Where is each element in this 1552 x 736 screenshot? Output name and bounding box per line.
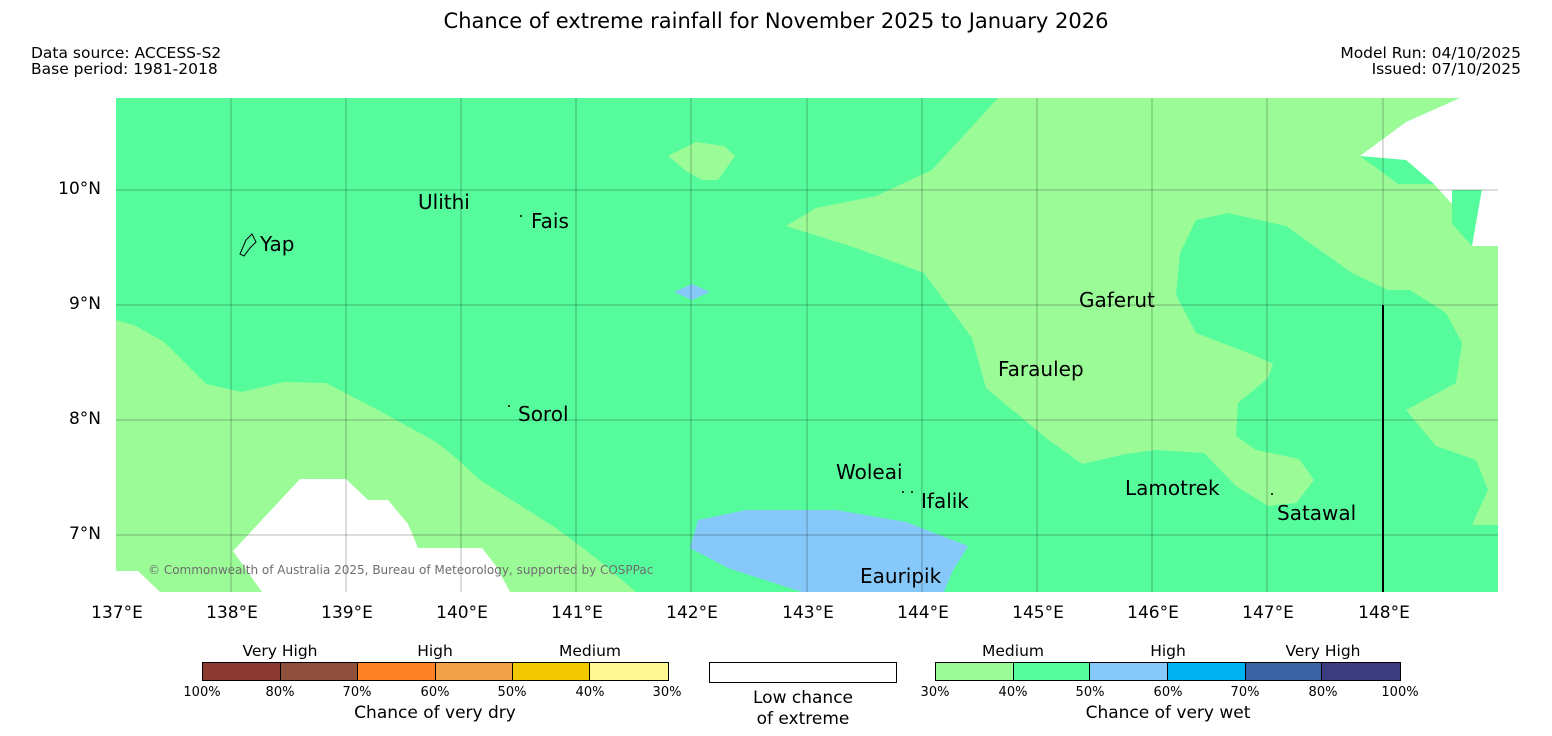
region-30-40-wet-northeast <box>786 98 1498 525</box>
place-label-lamotrek: Lamotrek <box>1125 476 1220 500</box>
issued-text: Issued: 07/10/2025 <box>1371 60 1521 78</box>
wet-category-very-high: Very High <box>1285 642 1361 660</box>
lon-label-146e: 146°E <box>1127 603 1179 623</box>
low-chance-swatch <box>709 662 897 683</box>
wet-tick-80: 80% <box>1308 685 1338 700</box>
lat-label-10n: 10°N <box>58 179 101 199</box>
dry-tick-80: 80% <box>265 685 295 700</box>
sorol-island <box>508 405 510 407</box>
low-chance-southwest <box>233 479 510 592</box>
lon-label-148e: 148°E <box>1358 603 1410 623</box>
lon-label-141e: 141°E <box>551 603 603 623</box>
dry-swatch-80-100 <box>203 663 281 680</box>
wet-tick-70: 70% <box>1230 685 1260 700</box>
source-info: Data source: ACCESS-S2 Base period: 1981… <box>31 45 221 77</box>
forecast-map <box>116 98 1498 592</box>
wet-swatch-60-70 <box>1168 663 1246 680</box>
lon-label-139e: 139°E <box>321 603 373 623</box>
dry-swatch-60-70 <box>358 663 437 680</box>
map-canvas <box>116 98 1498 592</box>
place-label-woleai: Woleai <box>836 460 903 484</box>
dry-swatch-30-40 <box>590 663 669 680</box>
dry-category-high: High <box>417 642 453 660</box>
ifalik-island <box>902 491 904 493</box>
copyright-notice: © Commonwealth of Australia 2025, Bureau… <box>148 563 654 577</box>
wet-tick-60: 60% <box>1153 685 1183 700</box>
dry-category-very-high: Very High <box>242 642 318 660</box>
lat-label-8n: 8°N <box>68 409 101 429</box>
map-title: Chance of extreme rainfall for November … <box>443 9 1109 33</box>
wet-swatch-50-60 <box>1090 663 1169 680</box>
place-label-ifalik: Ifalik <box>921 489 969 513</box>
dry-legend-caption: Chance of very dry <box>354 703 516 723</box>
dry-tick-30: 30% <box>652 685 682 700</box>
place-label-fais: Fais <box>531 209 569 233</box>
wet-tick-40: 40% <box>998 685 1028 700</box>
region-30-40-wet-small-north <box>668 142 735 180</box>
place-label-yap: Yap <box>260 232 295 256</box>
wet-swatch-80-100 <box>1322 663 1401 680</box>
wet-swatch-30-40 <box>936 663 1014 680</box>
dry-colorbar <box>202 662 669 681</box>
wet-colorbar <box>935 662 1401 681</box>
wet-swatch-40-50 <box>1013 663 1091 680</box>
wet-tick-50: 50% <box>1075 685 1105 700</box>
region-50-60-wet-south <box>690 510 968 592</box>
place-label-faraulep: Faraulep <box>998 357 1084 381</box>
low-chance-east-edge <box>1472 98 1498 246</box>
lat-label-7n: 7°N <box>68 524 101 544</box>
region-30-40-wet-tiny <box>1162 136 1181 162</box>
place-label-gaferut: Gaferut <box>1079 288 1155 312</box>
lat-label-9n: 9°N <box>68 294 101 314</box>
dry-swatch-50-60 <box>436 663 513 680</box>
dry-tick-60: 60% <box>420 685 450 700</box>
region-50-60-wet-small <box>674 284 710 300</box>
wet-category-medium: Medium <box>982 642 1044 660</box>
lon-label-145e: 145°E <box>1012 603 1064 623</box>
lon-label-144e: 144°E <box>897 603 949 623</box>
dry-category-medium: Medium <box>559 642 621 660</box>
region-30-40-wet-southwest <box>116 320 636 592</box>
data-source-text: Data source: ACCESS-S2 <box>31 44 222 62</box>
dry-swatch-40-50 <box>512 663 591 680</box>
run-info: Model Run: 04/10/2025 Issued: 07/10/2025 <box>1340 45 1521 77</box>
wet-tick-100: 100% <box>1381 685 1419 700</box>
place-label-sorol: Sorol <box>518 402 569 426</box>
lon-label-138e: 138°E <box>206 603 258 623</box>
dry-swatch-70-80 <box>280 663 359 680</box>
base-period-text: Base period: 1981-2018 <box>31 60 218 78</box>
dry-tick-70: 70% <box>342 685 372 700</box>
lon-label-147e: 147°E <box>1242 603 1294 623</box>
place-label-satawal: Satawal <box>1277 501 1357 525</box>
place-label-ulithi: Ulithi <box>418 190 470 214</box>
low-chance-caption-line1: Low chance <box>753 688 853 708</box>
dry-tick-50: 50% <box>497 685 527 700</box>
low-chance-northeast <box>1360 98 1498 204</box>
woleai-island <box>911 491 913 493</box>
dry-tick-100: 100% <box>183 685 221 700</box>
lon-label-142e: 142°E <box>666 603 718 623</box>
low-chance-southwest-corner <box>116 571 160 592</box>
wet-legend-caption: Chance of very wet <box>1085 703 1251 723</box>
lon-label-137e: 137°E <box>91 603 143 623</box>
dry-tick-40: 40% <box>575 685 605 700</box>
satawal-island <box>1271 493 1273 495</box>
fais-island <box>520 215 522 217</box>
wet-category-high: High <box>1150 642 1186 660</box>
lon-label-140e: 140°E <box>436 603 488 623</box>
wet-swatch-70-80 <box>1245 663 1323 680</box>
model-run-text: Model Run: 04/10/2025 <box>1340 44 1521 62</box>
low-chance-caption: Low chance of extreme <box>753 688 853 730</box>
yap-island-outline <box>239 233 257 257</box>
place-label-eauripik: Eauripik <box>860 564 942 588</box>
low-chance-caption-line2: of extreme <box>756 709 850 729</box>
lon-label-143e: 143°E <box>782 603 834 623</box>
wet-tick-30: 30% <box>920 685 950 700</box>
